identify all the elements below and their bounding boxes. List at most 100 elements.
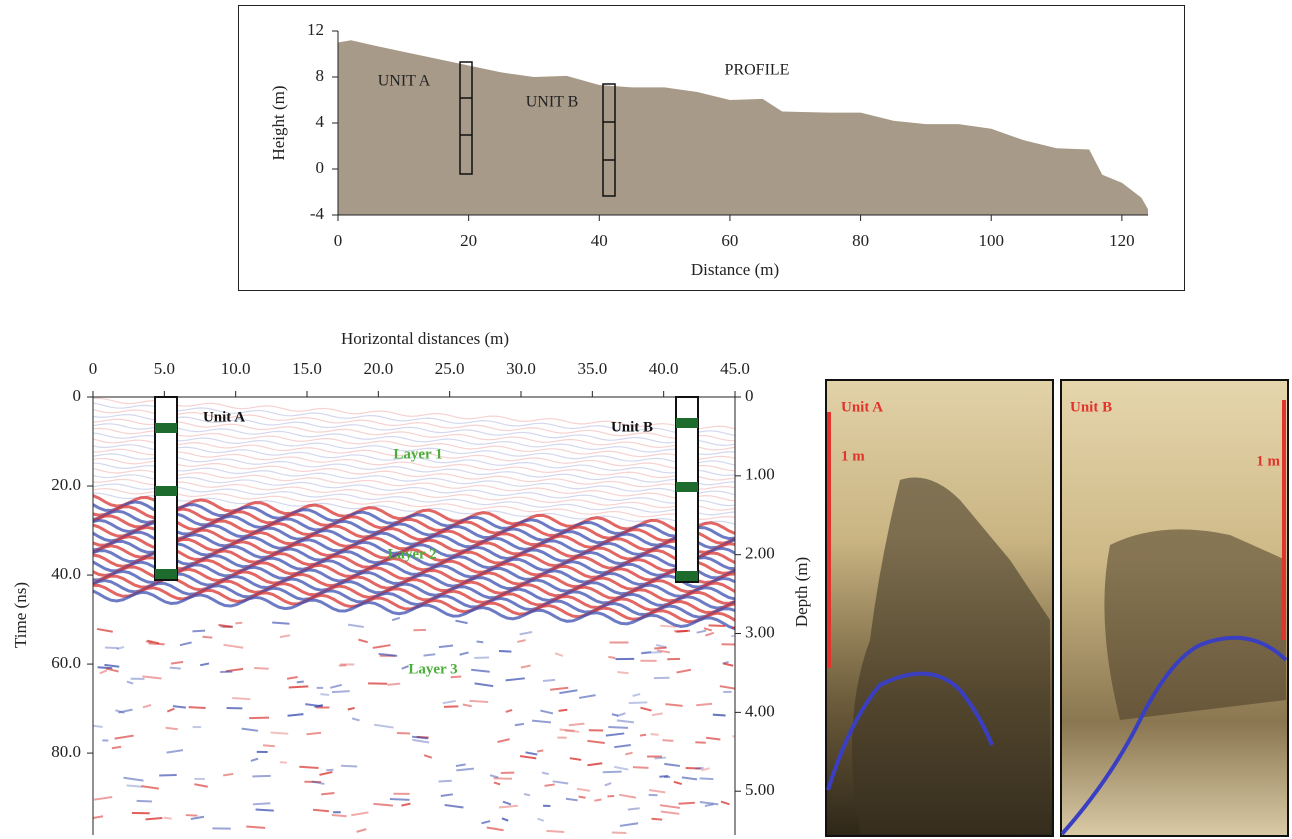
reflection [311, 780, 325, 785]
reflection [486, 826, 504, 832]
reflection [654, 646, 667, 650]
reflection [341, 764, 358, 768]
reflection [651, 817, 663, 821]
reflection [401, 802, 411, 807]
x-tick-label: 0 [334, 231, 343, 250]
y-tick-label: 20.0 [51, 475, 81, 494]
reflection [356, 828, 367, 833]
reflection [296, 680, 304, 684]
y-tick-label: 0 [316, 158, 325, 177]
annotation: Layer 3 [408, 661, 457, 677]
reflection [286, 676, 298, 680]
reflection [423, 754, 433, 759]
reflection [546, 829, 565, 833]
unit-column [459, 61, 473, 175]
y-axis-label: Height (m) [269, 85, 288, 160]
boundary-line [826, 671, 994, 791]
reflection [559, 689, 578, 695]
y-tick-label: 12 [307, 20, 324, 39]
y2-tick-label: 5.00 [745, 780, 775, 799]
reflection [396, 731, 411, 735]
reflection [594, 798, 602, 802]
wave [93, 467, 735, 502]
x-tick-label: 20 [460, 231, 477, 250]
reflection [576, 787, 591, 792]
reflection [192, 629, 206, 633]
reflection [194, 783, 208, 788]
reflection [254, 666, 269, 670]
reflection [640, 706, 652, 712]
reflection [179, 641, 192, 647]
reflection [145, 817, 163, 821]
reflection [614, 765, 629, 771]
reflection [498, 650, 512, 653]
reflection [401, 665, 409, 670]
reflection [223, 772, 234, 777]
reflection [531, 719, 552, 724]
annotation: Layer 1 [393, 446, 442, 462]
wave [93, 448, 735, 481]
reflection [587, 762, 603, 767]
reflection [568, 722, 585, 727]
reflection [695, 741, 706, 744]
reflection [519, 630, 533, 636]
x-tick-label: 40.0 [649, 359, 679, 378]
reflection [99, 669, 108, 675]
reflection [673, 780, 683, 786]
y2-tick-label: 1.00 [745, 465, 775, 484]
reflection [649, 788, 666, 794]
reflection [659, 804, 681, 809]
reflection [564, 729, 580, 733]
wave [93, 589, 735, 631]
reflection [699, 801, 719, 806]
reflection [314, 704, 324, 708]
reflection [723, 662, 734, 667]
reflection [664, 762, 680, 767]
annotation: Layer 2 [387, 546, 436, 562]
reflection [654, 756, 667, 760]
reflection [519, 755, 537, 760]
x-tick-label: 45.0 [720, 359, 750, 378]
photo-label: Unit A [841, 399, 883, 415]
reflection [681, 776, 698, 781]
reflection [498, 804, 518, 809]
reflection [614, 743, 631, 749]
reflection [252, 774, 271, 778]
reflection [218, 624, 233, 628]
reflection [299, 765, 319, 769]
reflection [605, 732, 625, 737]
reflection [497, 738, 510, 743]
reflection [442, 699, 456, 705]
reflection [550, 686, 569, 691]
reflection [700, 767, 710, 772]
x-tick-label: 80 [852, 231, 869, 250]
x-tick-label: 120 [1109, 231, 1135, 250]
reflection [188, 706, 206, 709]
reflection [93, 795, 113, 801]
reflection [387, 682, 401, 686]
reflection [320, 693, 330, 696]
reflection [674, 629, 691, 633]
reflection [558, 708, 568, 712]
x-tick-label: 20.0 [363, 359, 393, 378]
reflection [232, 696, 251, 701]
reflection [678, 801, 695, 805]
panel-frame [238, 5, 1185, 291]
reflection [146, 639, 160, 645]
x-axis-label: Horizontal distances (m) [341, 329, 509, 348]
reflection [169, 666, 181, 670]
reflection [569, 757, 582, 761]
unit-column [602, 83, 616, 197]
reflection [676, 668, 692, 674]
wave [93, 478, 735, 511]
reflection [565, 797, 578, 802]
y-tick-label: 4 [316, 112, 325, 131]
reflection [525, 751, 538, 756]
reflection [312, 808, 330, 813]
reflection [93, 815, 104, 819]
reflection [136, 799, 152, 803]
reflection [450, 675, 462, 679]
reflection [104, 646, 119, 650]
photo: Unit A 1 m [825, 379, 1054, 837]
reflection [712, 713, 726, 717]
